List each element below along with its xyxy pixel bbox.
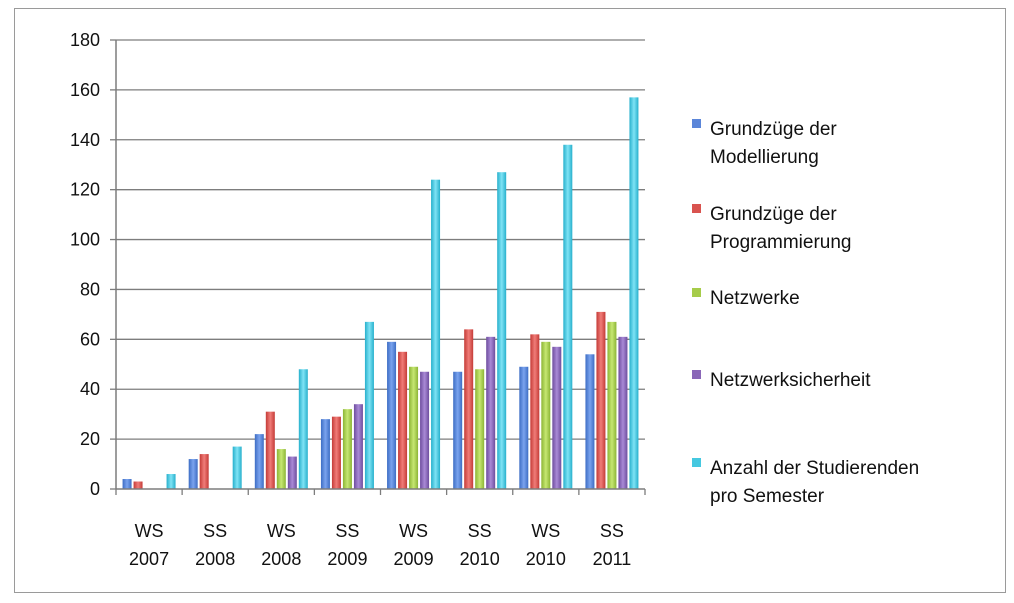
x-tick-label: SS 2009 (327, 521, 367, 569)
y-tick-label: 180 (70, 30, 100, 50)
bar (331, 416, 341, 489)
bar (188, 459, 198, 489)
bar (409, 366, 419, 489)
bar (420, 371, 430, 489)
legend-label: Grundzüge der Programmierung (710, 204, 852, 253)
bar (497, 172, 507, 489)
y-tick-label: 100 (70, 230, 100, 250)
legend-swatch (692, 119, 701, 128)
x-tick-labels: WS 2007 SS 2008 WS 2008 SS 2009 WS 2009 SS 2010 WS 20… (129, 521, 631, 569)
y-tick-labels: 0 20 40 60 80 100 120 140 160 180 (70, 30, 100, 499)
y-tick-label: 0 (90, 479, 100, 499)
x-tick-label: SS 2011 (593, 521, 632, 569)
x-tick-label: WS 2009 (394, 521, 434, 569)
legend-label: Anzahl der Studierenden pro Semester (710, 458, 919, 507)
x-tick-label: WS 2007 (129, 521, 169, 569)
y-tick-label: 140 (70, 130, 100, 150)
bar (541, 341, 551, 489)
y-tick-label: 120 (70, 180, 100, 200)
legend-label: Netzwerksicherheit (710, 370, 871, 391)
bar (431, 179, 441, 489)
chart-frame (14, 8, 1006, 593)
bar (342, 409, 352, 489)
y-tick-label: 20 (80, 429, 100, 449)
bar (287, 456, 297, 489)
bar (552, 346, 562, 489)
bar (519, 366, 529, 489)
bar (232, 446, 242, 489)
bar (122, 479, 132, 489)
legend-label: Grundzüge der Modellierung (710, 119, 837, 168)
bar (254, 434, 264, 489)
y-tick-label: 60 (80, 329, 100, 349)
bar (464, 329, 474, 489)
bar (453, 371, 463, 489)
bar (475, 369, 485, 489)
legend-swatch (692, 370, 701, 379)
bar (618, 336, 628, 489)
bar (607, 321, 617, 489)
bar (387, 341, 397, 489)
bar (265, 411, 275, 489)
bar (353, 404, 363, 489)
bar (364, 321, 374, 489)
legend-swatch (692, 204, 701, 213)
legend-swatch (692, 458, 701, 467)
y-tick-label: 40 (80, 379, 100, 399)
legend: Grundzüge der Modellierung Grundzüge der Pr… (692, 119, 919, 507)
bar (199, 454, 209, 489)
x-tick-label: WS 2010 (526, 521, 566, 569)
x-tick-label: WS 2008 (261, 521, 301, 569)
bar (133, 481, 143, 489)
bar (486, 336, 496, 489)
bar (563, 144, 573, 489)
bar (276, 449, 286, 489)
x-tick-label: SS 2010 (460, 521, 500, 569)
legend-swatch (692, 288, 701, 297)
bar (596, 311, 606, 489)
bars (122, 97, 639, 489)
y-tick-label: 80 (80, 279, 100, 299)
legend-label: Netzwerke (710, 288, 800, 309)
y-tick-label: 160 (70, 80, 100, 100)
bar (320, 419, 330, 489)
axes (110, 39, 646, 495)
bar (530, 334, 540, 489)
bar (629, 97, 639, 489)
bar (298, 369, 308, 489)
bar (585, 354, 595, 489)
bar (166, 474, 176, 489)
bar (398, 351, 408, 489)
x-tick-label: SS 2008 (195, 521, 235, 569)
